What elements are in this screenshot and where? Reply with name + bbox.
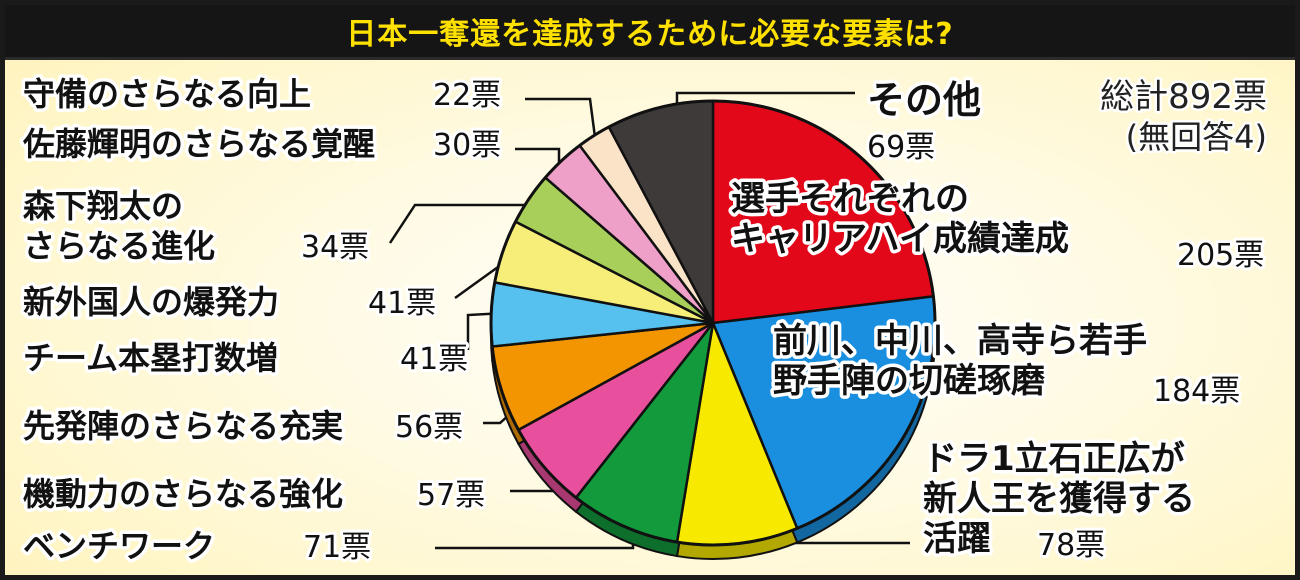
slice-label-11: その他 [867,78,981,122]
slice-label-9: 佐藤輝明のさらなる覚醒 [22,125,375,163]
slice-label-line: 守備のさらなる向上 [23,75,311,113]
chart-title: 日本一奪還を達成するために必要な要素は? [346,17,954,52]
slice-value-0: 205票 [1177,238,1264,273]
slice-value-3: 71票 [303,530,371,565]
slice-label-line: 森下翔太の [23,187,183,225]
slice-label-line: 前川、中川、高寺ら若手 [773,321,1147,361]
slice-label-line: その他 [867,78,981,122]
slice-label-line: 機動力のさらなる強化 [23,475,343,513]
slice-label-3: ベンチワーク [23,527,215,565]
slice-value-5: 56票 [395,410,463,445]
no-answer-note: (無回答4) [1126,118,1267,156]
title-bar: 日本一奪還を達成するために必要な要素は? [5,5,1295,60]
pie-slices [489,99,937,547]
slice-label-4: 機動力のさらなる強化 [23,475,343,513]
slice-label-7: 新外国人の爆発力 [23,283,279,321]
slice-value-4: 57票 [417,478,485,513]
slice-label-line: 佐藤輝明のさらなる覚醒 [22,125,375,163]
slice-value-9: 30票 [433,128,501,163]
slice-label-line: ベンチワーク [23,527,215,565]
slice-label-line: 先発陣のさらなる充実 [23,407,343,445]
slice-label-10: 守備のさらなる向上 [23,75,311,113]
total-votes: 総計892票 [1100,77,1267,117]
slice-label-line: 活躍 [923,519,991,559]
slice-label-line: さらなる進化 [23,227,215,265]
pie-chart: 選手それぞれのキャリアハイ成績達成 205票前川、中川、高寺ら若手野手陣の切磋琢磨… [19,72,1270,569]
slice-value-1: 184票 [1153,374,1240,409]
leader-line-10 [525,97,598,146]
slice-label-line: 選手それぞれの [731,179,969,219]
slice-label-0: 選手それぞれのキャリアハイ成績達成 [731,179,1069,259]
slice-label-5: 先発陣のさらなる充実 [23,407,343,445]
slice-label-1: 前川、中川、高寺ら若手野手陣の切磋琢磨 [773,321,1147,401]
slice-label-line: 野手陣の切磋琢磨 [773,361,1045,401]
slice-label-line: 新外国人の爆発力 [23,283,279,321]
slice-label-8: 森下翔太のさらなる進化 [23,187,215,265]
slice-value-8: 34票 [301,230,369,265]
slice-label-2: ドラ1立石正広が新人王を獲得する活躍 [923,439,1195,559]
pie-outline [489,99,937,547]
slice-value-6: 41票 [400,342,468,377]
leader-line-8 [388,203,546,244]
slice-value-7: 41票 [368,286,436,321]
slice-value-10: 22票 [433,78,501,113]
slice-label-line: チーム本塁打数増 [23,339,278,377]
slice-label-6: チーム本塁打数増 [23,339,278,377]
slice-value-2: 78票 [1037,528,1105,563]
slice-label-line: ドラ1立石正広が [923,439,1185,479]
slice-labels: 選手それぞれのキャリアハイ成績達成 205票前川、中川、高寺ら若手野手陣の切磋琢磨… [19,72,1268,569]
slice-label-line: キャリアハイ成績達成 [731,219,1069,259]
slice-value-11: 69票 [867,130,935,165]
slice-label-line: 新人王を獲得する [923,479,1195,519]
